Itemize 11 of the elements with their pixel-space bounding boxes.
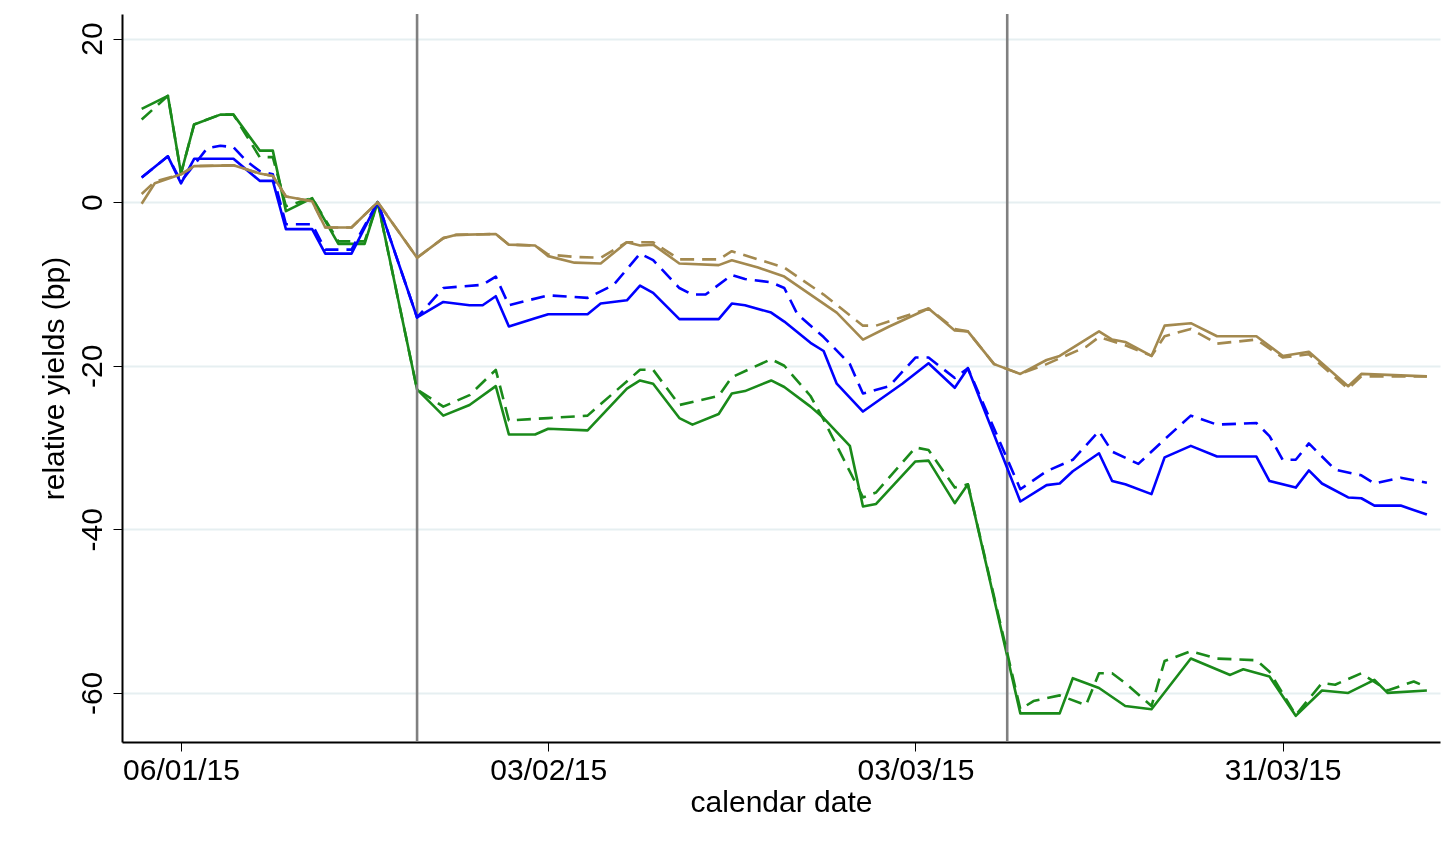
y-tick-label: -40 <box>74 508 108 552</box>
y-tick-label: 20 <box>74 22 108 56</box>
y-axis-title: relative yields (bp) <box>36 256 70 501</box>
x-tick-label: 31/03/15 <box>1224 752 1342 786</box>
x-tick-label: 03/02/15 <box>490 752 608 786</box>
y-tick-label: -20 <box>74 344 108 388</box>
y-tick-label: 0 <box>74 194 108 211</box>
y-tick-label: -60 <box>74 671 108 716</box>
x-axis-title: calendar date <box>690 784 873 818</box>
x-tick-label: 03/03/15 <box>857 752 975 786</box>
x-tick-label: 06/01/15 <box>123 752 240 786</box>
